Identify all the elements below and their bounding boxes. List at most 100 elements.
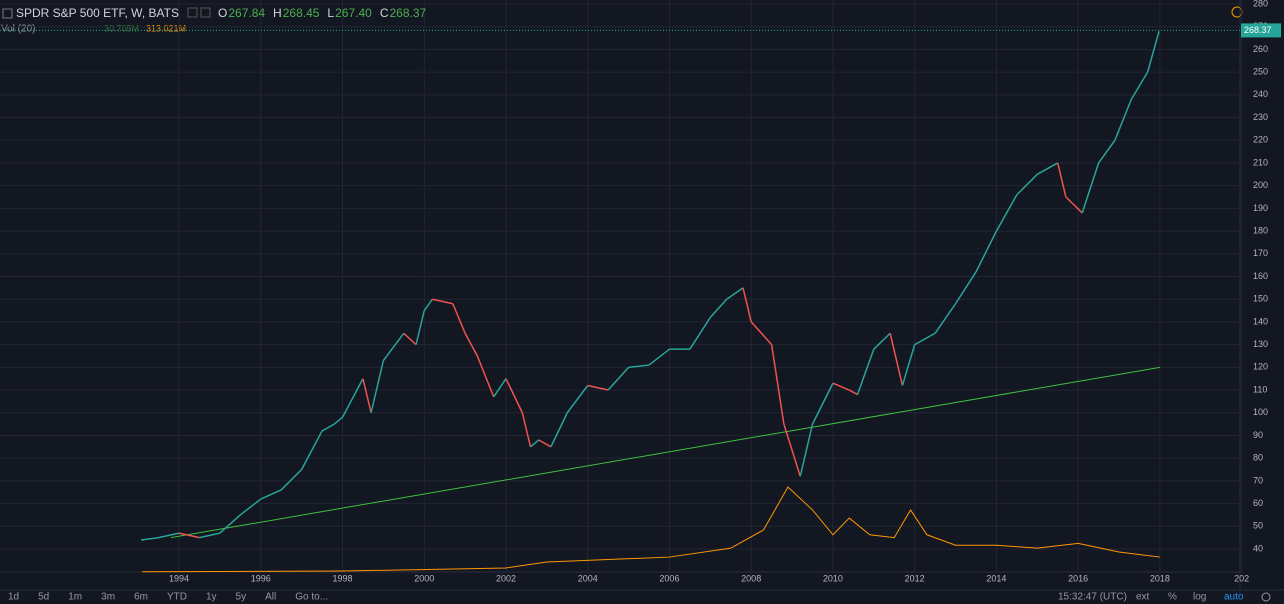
price-segment — [538, 439, 552, 448]
y-tick-label: 70 — [1253, 475, 1263, 485]
price-segment — [856, 348, 875, 395]
price-segment — [1056, 162, 1067, 198]
price-segment — [689, 316, 711, 350]
price-segment — [321, 423, 335, 432]
price-segment — [493, 378, 507, 398]
price-segment — [1130, 71, 1149, 100]
price-segment — [726, 287, 744, 300]
collapse-icon[interactable] — [2, 8, 13, 19]
ohlc-value: 267.84 — [228, 6, 265, 20]
y-tick-label: 250 — [1253, 67, 1268, 77]
price-segment — [954, 271, 977, 305]
price-segment — [1065, 196, 1083, 214]
range-button[interactable]: YTD — [167, 592, 187, 603]
status-item[interactable]: auto — [1224, 592, 1244, 603]
y-tick-label: 240 — [1253, 89, 1268, 99]
price-segment — [158, 532, 180, 539]
volume-title[interactable]: Vol (20) — [1, 24, 35, 35]
compare-icon[interactable] — [200, 7, 211, 18]
status-item[interactable]: % — [1168, 592, 1177, 603]
price-segment — [521, 412, 532, 447]
price-segment — [848, 389, 858, 396]
ohlc-label: L — [327, 6, 334, 20]
y-tick-label: 130 — [1253, 339, 1268, 349]
range-button[interactable]: 1y — [206, 592, 217, 603]
last-price-label: 268.37 — [1244, 25, 1272, 35]
last-price-box — [1241, 23, 1281, 38]
price-segment — [975, 230, 998, 273]
y-tick-label: 100 — [1253, 407, 1268, 417]
x-tick-label: 1996 — [251, 573, 271, 583]
price-segment — [770, 344, 785, 425]
price-segment — [628, 364, 650, 369]
range-button[interactable]: 5d — [38, 592, 49, 603]
price-segment — [432, 298, 454, 305]
price-segment — [362, 378, 372, 413]
price-segment — [783, 423, 801, 477]
price-segment — [219, 514, 241, 534]
y-tick-label: 170 — [1253, 248, 1268, 258]
price-segment — [742, 287, 752, 323]
ohlc-value: 268.37 — [389, 6, 426, 20]
price-segment — [530, 439, 540, 448]
x-tick-label: 2016 — [1068, 573, 1088, 583]
ohlc-value: 268.45 — [283, 6, 320, 20]
y-tick-label: 120 — [1253, 362, 1268, 372]
x-tick-label: 1998 — [332, 573, 352, 583]
settings-icon[interactable] — [187, 7, 198, 18]
range-button[interactable]: 1m — [68, 592, 82, 603]
price-segment — [811, 382, 834, 425]
range-button[interactable]: 3m — [101, 592, 115, 603]
price-segment — [300, 430, 323, 470]
range-button[interactable]: 5y — [236, 592, 247, 603]
price-segment — [260, 489, 282, 500]
price-segment — [873, 332, 891, 350]
price-segment — [423, 298, 434, 312]
price-segment — [239, 498, 262, 516]
range-button[interactable]: Go to... — [295, 592, 328, 603]
price-segment — [178, 532, 200, 539]
y-tick-label: 280 — [1253, 0, 1268, 8]
price-segment — [709, 298, 728, 318]
x-tick-label: 2006 — [659, 573, 679, 583]
x-tick-label: 2012 — [905, 573, 925, 583]
price-segment — [889, 333, 904, 386]
range-button[interactable]: All — [265, 592, 276, 603]
price-segment — [464, 332, 479, 357]
price-segment — [901, 344, 916, 386]
price-segment — [333, 416, 343, 425]
y-tick-label: 140 — [1253, 316, 1268, 326]
price-segment — [550, 412, 568, 448]
y-tick-label: 160 — [1253, 271, 1268, 281]
price-segment — [587, 384, 609, 391]
price-segment — [934, 303, 957, 334]
settings-gear[interactable] — [1261, 592, 1271, 602]
y-tick-label: 180 — [1253, 225, 1268, 235]
price-segment — [382, 332, 405, 361]
price-segment — [505, 378, 523, 414]
x-tick-label: 2014 — [986, 573, 1006, 583]
ohlc-label: C — [380, 6, 389, 20]
y-tick-label: 230 — [1253, 112, 1268, 122]
y-tick-label: 110 — [1253, 384, 1267, 394]
status-item[interactable]: ext — [1136, 592, 1150, 603]
range-button[interactable]: 6m — [134, 592, 148, 603]
y-tick-label: 210 — [1253, 157, 1268, 167]
status-item[interactable]: log — [1193, 592, 1206, 603]
price-segment — [280, 468, 303, 491]
y-tick-label: 200 — [1253, 180, 1268, 190]
x-tick-label: 2018 — [1150, 573, 1170, 583]
volume-value: 30.705M — [104, 23, 139, 33]
price-segment — [476, 355, 495, 398]
y-tick-label: 80 — [1253, 453, 1263, 463]
price-segment — [1097, 139, 1116, 164]
price-segment — [648, 348, 670, 366]
price-segment — [832, 382, 850, 391]
range-button[interactable]: 1d — [8, 592, 19, 603]
volume-ma-value: 313.021M — [146, 23, 186, 33]
x-tick-label: 202 — [1234, 573, 1249, 583]
symbol-title[interactable]: SPDR S&P 500 ETF, W, BATS — [16, 6, 179, 20]
